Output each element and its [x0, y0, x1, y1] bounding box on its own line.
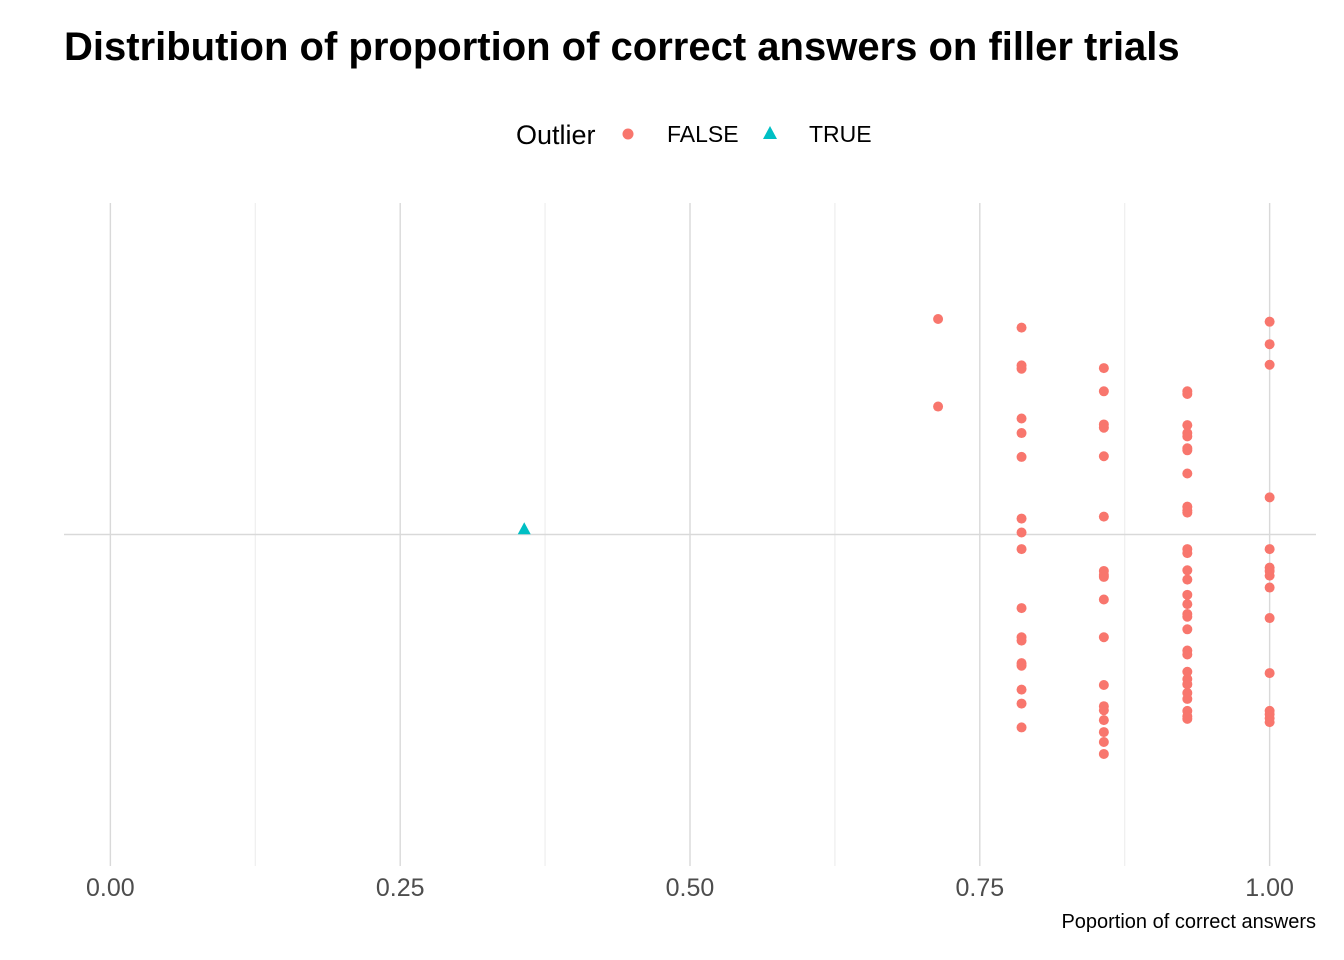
outlier-false-point [1264, 582, 1275, 593]
legend-label-true: TRUE [809, 121, 872, 147]
legend-false-circle-icon [622, 128, 634, 140]
outlier-false-point [1098, 727, 1109, 738]
outlier-false-point [1182, 679, 1193, 690]
outlier-false-point [1182, 693, 1193, 704]
outlier-false-point [1264, 492, 1275, 503]
x-tick-label: 0.75 [955, 874, 1004, 902]
legend: Outlier FALSE TRUE [516, 120, 872, 150]
outlier-false-point [1016, 684, 1027, 695]
data-points [517, 314, 1275, 759]
outlier-false-point [1098, 363, 1109, 374]
outlier-false-point [1182, 611, 1193, 622]
outlier-false-point [1264, 613, 1275, 624]
outlier-false-point [1016, 413, 1027, 424]
x-tick-labels: 0.00 0.25 0.50 0.75 1.00 [86, 874, 1294, 902]
outlier-false-point [1182, 468, 1193, 479]
outlier-false-point [1098, 705, 1109, 716]
outlier-false-point [1264, 339, 1275, 350]
outlier-false-point [1182, 589, 1193, 600]
outlier-false-point [1264, 316, 1275, 327]
outlier-false-point [1098, 748, 1109, 759]
outlier-false-point [1264, 544, 1275, 555]
outlier-false-point [1182, 599, 1193, 610]
grid-lines [64, 203, 1316, 866]
outlier-false-point [1182, 507, 1193, 518]
outlier-false-point [1264, 570, 1275, 581]
outlier-false-point [1182, 574, 1193, 585]
chart-title: Distribution of proportion of correct an… [64, 25, 1180, 69]
outlier-false-point [1098, 422, 1109, 433]
legend-label-false: FALSE [667, 121, 739, 147]
outlier-false-point [1016, 363, 1027, 374]
legend-title: Outlier [516, 120, 596, 150]
outlier-false-point [1016, 322, 1027, 333]
outlier-false-point [1016, 722, 1027, 733]
outlier-false-point [1098, 715, 1109, 726]
x-axis-title: Poportion of correct answers [1061, 911, 1316, 933]
x-tick-label: 0.25 [376, 874, 425, 902]
outlier-false-point [1016, 603, 1027, 614]
outlier-false-point [1098, 386, 1109, 397]
outlier-false-point [1016, 698, 1027, 709]
outlier-false-point [1016, 513, 1027, 524]
outlier-false-point [1016, 635, 1027, 646]
outlier-false-point [1098, 632, 1109, 643]
outlier-false-point [933, 314, 944, 325]
x-tick-label: 1.00 [1245, 874, 1294, 902]
outlier-false-point [1098, 594, 1109, 605]
outlier-false-point [1182, 420, 1193, 431]
outlier-false-point [1016, 428, 1027, 439]
outlier-false-point [1182, 565, 1193, 576]
outlier-false-point [1016, 527, 1027, 538]
outlier-false-point [1182, 548, 1193, 559]
outlier-false-point [1182, 713, 1193, 724]
outlier-false-point [1182, 388, 1193, 399]
outlier-false-point [933, 401, 944, 412]
outlier-false-point [1182, 649, 1193, 660]
outlier-false-point [1016, 660, 1027, 671]
outlier-false-point [1264, 359, 1275, 370]
legend-true-triangle-icon [763, 126, 777, 139]
outlier-false-point [1098, 511, 1109, 522]
outlier-false-point [1264, 717, 1275, 728]
outlier-false-point [1098, 680, 1109, 691]
outlier-false-point [1264, 668, 1275, 679]
outlier-false-point [1182, 666, 1193, 677]
outlier-false-point [1182, 431, 1193, 442]
outlier-false-point [1098, 451, 1109, 462]
outlier-false-point [1016, 544, 1027, 555]
outlier-false-point [1098, 737, 1109, 748]
x-tick-label: 0.50 [666, 874, 715, 902]
outlier-false-point [1016, 451, 1027, 462]
outlier-false-point [1182, 445, 1193, 456]
outlier-false-point [1098, 571, 1109, 582]
x-tick-label: 0.00 [86, 874, 135, 902]
outlier-false-point [1182, 624, 1193, 635]
outlier-true-point [517, 522, 531, 535]
